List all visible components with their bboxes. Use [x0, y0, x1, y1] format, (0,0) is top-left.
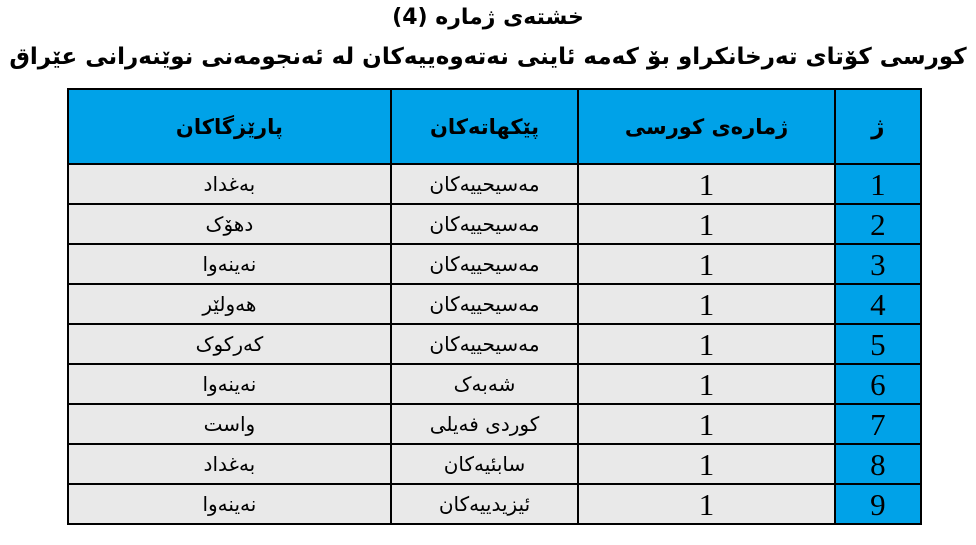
- row-number-cell: 1: [833, 163, 923, 205]
- province-cell: دهۆک: [67, 203, 392, 245]
- component-cell: مەسیحییەکان: [389, 283, 580, 325]
- province-cell: واست: [67, 403, 392, 445]
- province-cell: هەولێر: [67, 283, 392, 325]
- component-cell: کوردی فەیلی: [389, 403, 580, 445]
- table-row: 3 1 مەسیحییەکان نەینەوا: [67, 243, 923, 285]
- table-row: 5 1 مەسیحییەکان کەرکوک: [67, 323, 923, 365]
- table-row: 8 1 سابئیەکان بەغداد: [67, 443, 923, 485]
- table-row: 2 1 مەسیحییەکان دهۆک: [67, 203, 923, 245]
- component-cell: شەبەک: [389, 363, 580, 405]
- seat-count-cell: 1: [577, 363, 836, 405]
- component-cell: سابئیەکان: [389, 443, 580, 485]
- seat-count-cell: 1: [577, 403, 836, 445]
- row-number-cell: 7: [833, 403, 923, 445]
- header-provinces: پارێزگاکان: [67, 88, 392, 165]
- province-cell: بەغداد: [67, 443, 392, 485]
- row-number-cell: 3: [833, 243, 923, 285]
- table-row: 1 1 مەسیحییەکان بەغداد: [67, 163, 923, 205]
- component-cell: مەسیحییەکان: [389, 203, 580, 245]
- province-cell: کەرکوک: [67, 323, 392, 365]
- seat-count-cell: 1: [577, 443, 836, 485]
- row-number-cell: 8: [833, 443, 923, 485]
- row-number-cell: 9: [833, 483, 923, 525]
- table-row: 6 1 شەبەک نەینەوا: [67, 363, 923, 405]
- row-number-cell: 4: [833, 283, 923, 325]
- seat-count-cell: 1: [577, 323, 836, 365]
- component-cell: مەسیحییەکان: [389, 163, 580, 205]
- province-cell: نەینەوا: [67, 483, 392, 525]
- row-number-cell: 2: [833, 203, 923, 245]
- header-components: پێکهاتەکان: [389, 88, 580, 165]
- row-number-cell: 5: [833, 323, 923, 365]
- seat-count-cell: 1: [577, 483, 836, 525]
- header-seat-count: ژمارەی کورسی: [577, 88, 836, 165]
- page-subtitle: کورسی کۆتای تەرخانکراو بۆ کەمە ئاینی نەت…: [9, 44, 967, 70]
- header-row: ژ ژمارەی کورسی پێکهاتەکان پارێزگاکان: [67, 88, 923, 165]
- province-cell: بەغداد: [67, 163, 392, 205]
- component-cell: ئیزیدییەکان: [389, 483, 580, 525]
- table-row: 7 1 کوردی فەیلی واست: [67, 403, 923, 445]
- header-row-number: ژ: [833, 88, 923, 165]
- table-row: 4 1 مەسیحییەکان هەولێر: [67, 283, 923, 325]
- seat-count-cell: 1: [577, 163, 836, 205]
- seat-count-cell: 1: [577, 203, 836, 245]
- page-title: خشتەی ژمارە (4): [392, 5, 584, 30]
- seat-count-cell: 1: [577, 283, 836, 325]
- seat-count-cell: 1: [577, 243, 836, 285]
- quota-table: ژ ژمارەی کورسی پێکهاتەکان پارێزگاکان 1 1…: [67, 88, 923, 525]
- province-cell: نەینەوا: [67, 363, 392, 405]
- province-cell: نەینەوا: [67, 243, 392, 285]
- component-cell: مەسیحییەکان: [389, 243, 580, 285]
- row-number-cell: 6: [833, 363, 923, 405]
- table-row: 9 1 ئیزیدییەکان نەینەوا: [67, 483, 923, 525]
- component-cell: مەسیحییەکان: [389, 323, 580, 365]
